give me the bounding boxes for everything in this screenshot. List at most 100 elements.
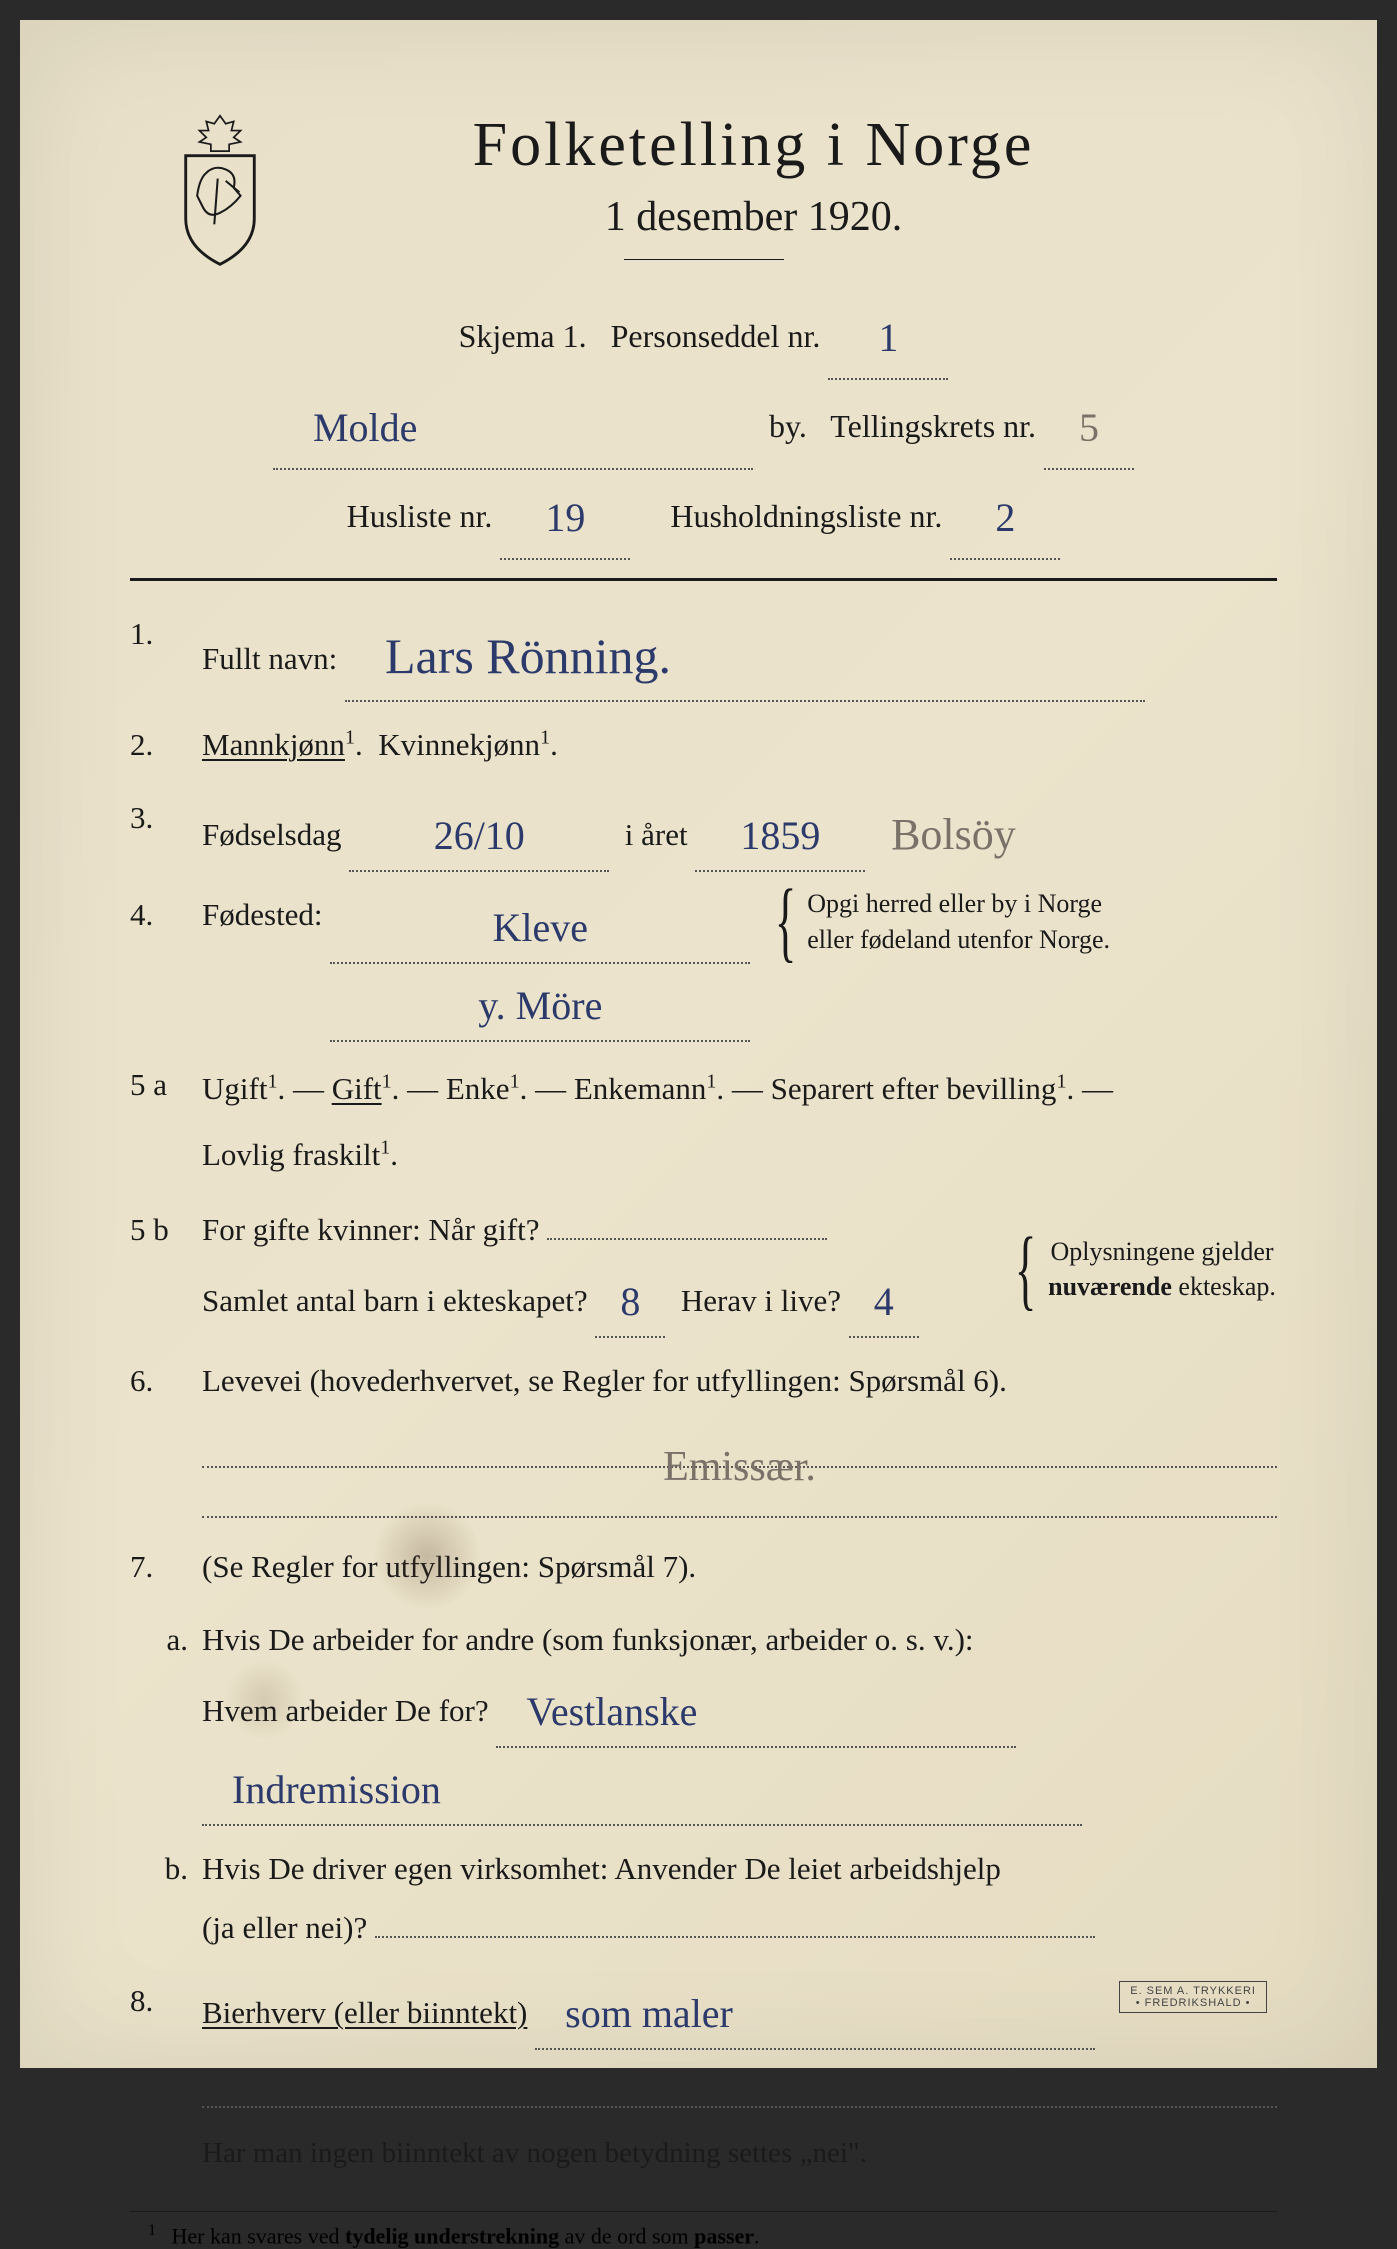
divider: [624, 259, 784, 260]
q5a-row: 5 a Ugift1. — Gift1. — Enke1. — Enkemann…: [130, 1056, 1277, 1186]
form-header: Folketelling i Norge 1 desember 1920.: [130, 110, 1277, 260]
q5a-enke: Enke: [446, 1071, 510, 1106]
tellingskrets-nr-field: 5: [1044, 380, 1134, 470]
q2-num: 2.: [130, 716, 202, 775]
q8-field-2: [202, 2064, 1277, 2108]
q4-side-note: Opgi herred eller by i Norge eller fødel…: [807, 886, 1147, 956]
footnote: 1 Her kan svares ved tydelig understrekn…: [130, 2222, 1277, 2249]
q3-label: Fødselsdag: [202, 817, 342, 852]
q4-value-2: y. Möre: [478, 983, 602, 1028]
q6-label: Levevei (hovederhvervet, se Regler for u…: [202, 1363, 1007, 1398]
q6-row: 6. Levevei (hovederhvervet, se Regler fo…: [130, 1352, 1277, 1411]
census-form-page: Folketelling i Norge 1 desember 1920. Sk…: [20, 20, 1377, 2068]
q4-num: 4.: [130, 886, 202, 1042]
q4-field-2: y. Möre: [330, 964, 750, 1042]
q7b-row: b. Hvis De driver egen virksomhet: Anven…: [130, 1840, 1277, 1958]
printer-stamp: E. SEM A. TRYKKERI • FREDRIKSHALD •: [1119, 1981, 1267, 2013]
q5b-row: 5 b For gifte kvinner: Når gift? Samlet …: [130, 1201, 1277, 1338]
q8-num: 8.: [130, 1972, 202, 2050]
q6-value: Emissær.: [663, 1444, 816, 1490]
q7-row: 7. (Se Regler for utfyllingen: Spørsmål …: [130, 1538, 1277, 1597]
q7-intro: (Se Regler for utfyllingen: Spørsmål 7).: [202, 1549, 696, 1584]
by-name-field: Molde: [273, 380, 753, 470]
q4-label: Fødested:: [202, 897, 323, 932]
q7a-line2-label: Hvem arbeider De for?: [202, 1693, 489, 1728]
q1-value: Lars Rönning.: [385, 628, 671, 684]
q8-value: som maler: [565, 1991, 733, 2036]
q5b-herav: 4: [874, 1279, 894, 1324]
q3-day: 26/10: [434, 813, 525, 858]
q3-num: 3.: [130, 789, 202, 873]
q5b-num: 5 b: [130, 1201, 202, 1338]
q7a-value-1: Vestlanske: [526, 1689, 697, 1734]
form-title: Folketelling i Norge: [230, 110, 1277, 181]
tellingskrets-label: Tellingskrets nr.: [830, 408, 1036, 444]
form-subtitle: 1 desember 1920.: [230, 193, 1277, 241]
q7a-value-2: Indremission: [232, 1767, 441, 1812]
q2-kvinne: Kvinnekjønn: [378, 727, 540, 762]
q7a-field-2: Indremission: [202, 1748, 1082, 1826]
q1-row: 1. Fullt navn: Lars Rönning.: [130, 605, 1277, 702]
q8-label: Bierhverv (eller biinntekt): [202, 1995, 527, 2030]
q3-year-field: 1859: [695, 794, 865, 872]
q7-num: 7.: [130, 1538, 202, 1597]
q5a-enkemann: Enkemann: [574, 1071, 707, 1106]
q1-field: Lars Rönning.: [345, 605, 1145, 702]
by-name: Molde: [313, 405, 417, 450]
q3-day-field: 26/10: [349, 794, 609, 872]
divider: [130, 2211, 1277, 2212]
q7a-row: a. Hvis De arbeider for andre (som funks…: [130, 1611, 1277, 1826]
q5b-gift-field: [547, 1238, 827, 1240]
q7b-num: b.: [130, 1840, 202, 1958]
q5a-lovlig: Lovlig fraskilt: [202, 1137, 380, 1172]
husholdningsliste-nr-field: 2: [950, 470, 1060, 560]
husliste-label: Husliste nr.: [347, 498, 493, 534]
q3-year: 1859: [740, 813, 820, 858]
q4-value-1: Kleve: [493, 905, 589, 950]
q6-num: 6.: [130, 1352, 202, 1411]
q4-row: 4. Fødested: Kleve y. Möre { Opgi herred…: [130, 886, 1277, 1042]
q3-year-label: i året: [625, 817, 688, 852]
q2-mann: Mannkjønn: [202, 727, 345, 762]
q5b-line2-label: Samlet antal barn i ekteskapet?: [202, 1283, 588, 1318]
skjema-label: Skjema 1.: [459, 318, 587, 354]
q5b-barn: 8: [620, 1279, 640, 1324]
husholdningsliste-label: Husholdningsliste nr.: [670, 498, 942, 534]
personseddel-nr: 1: [878, 315, 898, 360]
husliste-nr: 19: [545, 495, 585, 540]
q7a-field-1: Vestlanske: [496, 1670, 1016, 1748]
q5b-line1-label: For gifte kvinner: Når gift?: [202, 1212, 539, 1247]
q7a-line1: Hvis De arbeider for andre (som funksjon…: [202, 1622, 974, 1657]
by-suffix: by.: [769, 408, 807, 444]
questions-block: 1. Fullt navn: Lars Rönning. 2. Mannkjøn…: [130, 605, 1277, 2181]
meta-block: Skjema 1. Personseddel nr. 1 Molde by. T…: [130, 290, 1277, 560]
q7b-line1: Hvis De driver egen virksomhet: Anvender…: [202, 1851, 1001, 1886]
q8-field: som maler: [535, 1972, 1095, 2050]
q2-row: 2. Mannkjønn1. Kvinnekjønn1.: [130, 716, 1277, 775]
q5b-barn-field: 8: [595, 1260, 665, 1338]
q1-num: 1.: [130, 605, 202, 702]
brace-icon: {: [1015, 1238, 1037, 1301]
q3-row: 3. Fødselsdag 26/10 i året 1859 Bolsöy: [130, 789, 1277, 873]
q5a-num: 5 a: [130, 1056, 202, 1186]
q8-row: 8. Bierhverv (eller biinntekt) som maler: [130, 1972, 1277, 2050]
divider: [130, 578, 1277, 581]
q1-label: Fullt navn:: [202, 641, 337, 676]
q3-extra: Bolsöy: [891, 810, 1016, 859]
brace-icon: {: [775, 890, 797, 953]
q5b-side-note: Oplysningene gjelder nuværende ekteskap.: [1047, 1234, 1277, 1304]
q5b-herav-label: Herav i live?: [681, 1283, 841, 1318]
q5b-herav-field: 4: [849, 1260, 919, 1338]
q7a-num: a.: [130, 1611, 202, 1826]
q6-field: Emissær.: [202, 1424, 1277, 1468]
q4-field-1: Kleve: [330, 886, 750, 964]
husliste-nr-field: 19: [500, 470, 630, 560]
coat-of-arms-icon: [160, 110, 280, 270]
q5a-separert: Separert efter bevilling: [771, 1071, 1057, 1106]
q5a-gift: Gift: [332, 1071, 382, 1106]
personseddel-label: Personseddel nr.: [611, 318, 821, 354]
tellingskrets-nr: 5: [1079, 405, 1099, 450]
husholdningsliste-nr: 2: [995, 495, 1015, 540]
personseddel-nr-field: 1: [828, 290, 948, 380]
q5a-ugift: Ugift: [202, 1071, 267, 1106]
